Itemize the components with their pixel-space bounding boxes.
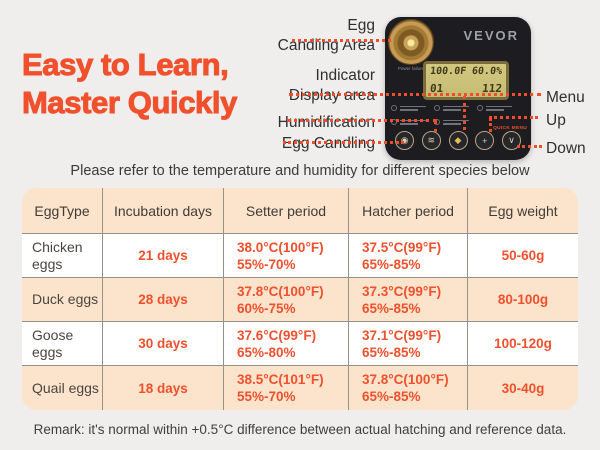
table-cell-weight: 100-120g: [468, 322, 578, 366]
callout-up: Up: [546, 112, 566, 129]
setter-temp: 37.8°C(100°F): [237, 283, 324, 299]
setter-temp: 38.5°C(101°F): [237, 372, 324, 387]
lcd-humidity: 60.0%: [471, 66, 503, 77]
egg-candling-icon: ◉: [400, 135, 409, 145]
down-button: ∨: [502, 131, 521, 150]
callout-egg-candling-area: Egg Candling Area: [278, 16, 375, 55]
leader-line-up: [489, 116, 538, 119]
table-cell-weight: 80-100g: [468, 278, 578, 322]
table-cell-egg-type: Duck eggs: [22, 278, 103, 322]
table-header-cell: Incubation days: [103, 188, 224, 234]
humidification-button: ≋: [421, 131, 441, 150]
panel-legend-row-1: [391, 105, 525, 111]
setter-temp: 37.6°C(99°F): [237, 327, 317, 343]
setter-humidity: 60%-75%: [237, 300, 296, 316]
title-line1: Easy to Learn,: [22, 47, 230, 83]
table-cell-hatcher: 37.1°C(99°F) 65%-85%: [349, 322, 468, 366]
table-cell-setter: 38.5°C(101°F) 55%-70%: [224, 366, 349, 410]
menu-button: ◆: [448, 131, 468, 150]
hatcher-humidity: 65%-85%: [362, 344, 421, 360]
legend-cluster: [477, 105, 512, 111]
callout-text: Egg: [347, 17, 375, 34]
setter-humidity: 55%-70%: [237, 256, 296, 272]
hatcher-temp: 37.8°C(100°F): [362, 372, 449, 387]
table-cell-weight: 50-60g: [468, 234, 578, 278]
table-cell-weight: 30-40g: [468, 366, 578, 410]
leader-line-humidification-vertical: [434, 121, 437, 132]
quick-menu-label: QUICK MENU: [493, 126, 527, 131]
table-cell-setter: 37.6°C(99°F) 65%-80%: [224, 322, 349, 366]
lcd-temperature: 100.0F: [429, 66, 467, 77]
table-cell-incubation: 21 days: [103, 234, 224, 278]
setter-humidity: 65%-80%: [237, 344, 296, 360]
hatcher-humidity: 65%-85%: [362, 389, 421, 404]
table-cell-incubation: 18 days: [103, 366, 224, 410]
table-cell-egg-type: Goose eggs: [22, 322, 103, 366]
leader-line-down: [517, 145, 542, 148]
hatcher-temp: 37.1°C(99°F): [362, 327, 442, 343]
hatcher-temp: 37.5°C(99°F): [362, 239, 442, 255]
table-cell-hatcher: 37.5°C(99°F) 65%-85%: [349, 234, 468, 278]
leader-line-humidification: [287, 119, 437, 122]
callout-menu: Menu: [546, 89, 585, 106]
callout-down: Down: [546, 140, 586, 157]
legend-icon: [391, 105, 397, 111]
table-header-cell: Egg weight: [468, 188, 578, 234]
egg-candling-button: ◉: [395, 131, 414, 150]
leader-line-menu-vertical: [463, 96, 466, 130]
table-cell-egg-type: Chicken eggs: [22, 234, 103, 278]
menu-icon: ◆: [454, 135, 462, 145]
hatcher-humidity: 65%-85%: [362, 256, 421, 272]
down-arrow-icon: ∨: [508, 135, 515, 145]
table-cell-hatcher: 37.8°C(100°F) 65%-85%: [349, 366, 468, 410]
power-failure-label: Power failure: [397, 66, 425, 71]
leader-line-indicator-display: [289, 93, 541, 96]
title-line2: Master Quickly: [22, 85, 238, 121]
humidification-icon: ≋: [427, 135, 436, 145]
table-cell-incubation: 30 days: [103, 322, 224, 366]
table-header-cell: Hatcher period: [349, 188, 468, 234]
hatcher-humidity: 65%-85%: [362, 300, 421, 316]
setter-humidity: 55%-70%: [237, 389, 296, 404]
table-cell-incubation: 28 days: [103, 278, 224, 322]
setter-temp: 38.0°C(100°F): [237, 239, 324, 255]
leader-line-egg-candling: [283, 141, 404, 144]
page-title: Easy to Learn, Master Quickly: [22, 46, 238, 122]
plus-icon: +: [482, 135, 488, 146]
legend-cluster: [391, 105, 426, 111]
table-header-cell: EggType: [22, 188, 103, 234]
legend-icon: [434, 105, 440, 111]
leader-line-egg-candling-area: [292, 39, 391, 42]
remark-text: Remark: it's normal within +0.5°C differ…: [33, 422, 567, 437]
table-cell-egg-type: Quail eggs: [22, 366, 103, 410]
table-cell-hatcher: 37.3°C(99°F) 65%-85%: [349, 278, 468, 322]
callout-indicator-display-area: Indicator Display area: [289, 66, 375, 105]
callout-text: Indicator: [315, 67, 375, 84]
egg-candling-window: [388, 19, 434, 65]
legend-cluster: [434, 105, 469, 111]
table-caption: Please refer to the temperature and humi…: [70, 163, 530, 179]
legend-icon: [477, 105, 483, 111]
hatcher-temp: 37.3°C(99°F): [362, 283, 442, 299]
up-button: +: [475, 131, 495, 150]
vevor-logo: VEVOR: [463, 28, 519, 43]
incubator-control-panel: Power failure VEVOR 100.0F 60.0% 01 112: [385, 17, 531, 160]
species-spec-table: EggType Incubation days Setter period Ha…: [22, 188, 578, 410]
callout-humidification: Humidification: [277, 114, 375, 131]
device-button-row: ◉ ≋ ◆ + ∨: [395, 131, 521, 150]
leader-line-up-vertical: [489, 118, 492, 132]
table-cell-setter: 37.8°C(100°F) 60%-75%: [224, 278, 349, 322]
table-header-cell: Setter period: [224, 188, 349, 234]
table-cell-setter: 38.0°C(100°F) 55%-70%: [224, 234, 349, 278]
